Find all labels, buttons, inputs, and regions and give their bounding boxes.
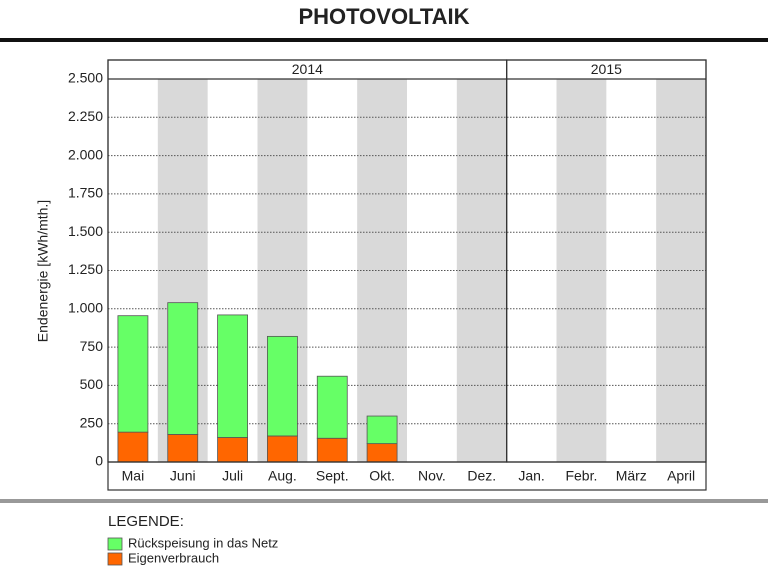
bar-segment xyxy=(316,375,348,439)
x-tick-label: Juli xyxy=(222,468,243,484)
x-tick-label: Febr. xyxy=(565,468,597,484)
frame xyxy=(107,59,707,491)
group-label: 2015 xyxy=(591,61,622,77)
x-tick-label: Nov. xyxy=(418,468,446,484)
bar-segment xyxy=(217,437,248,463)
x-tick-label: März xyxy=(616,468,647,484)
y-tick-label: 2.250 xyxy=(68,108,103,124)
bar-segment xyxy=(366,415,398,445)
y-tick-label: 1.000 xyxy=(68,300,103,316)
y-tick-label: 1.750 xyxy=(68,185,103,201)
y-tick-label: 1.250 xyxy=(68,261,103,277)
x-tick-label: Juni xyxy=(170,468,196,484)
chart-title: PHOTOVOLTAIK xyxy=(298,4,469,29)
bar-segment xyxy=(167,302,199,435)
x-tick-label: Okt. xyxy=(369,468,395,484)
y-tick-label: 0 xyxy=(95,453,103,469)
bar-segment xyxy=(117,431,149,463)
y-tick-label: 1.500 xyxy=(68,223,103,239)
y-tick-label: 750 xyxy=(80,338,104,354)
x-tick-label: April xyxy=(667,468,695,484)
legend-label: Eigenverbrauch xyxy=(128,550,219,565)
bar-segment xyxy=(117,315,149,433)
x-tick-label: Jan. xyxy=(518,468,544,484)
y-tick-label: 2.000 xyxy=(68,146,103,162)
bar-segment xyxy=(267,335,298,437)
y-axis-label: Endenergie [kWh/mth.] xyxy=(35,200,51,342)
x-tick-label: Aug. xyxy=(268,468,297,484)
x-tick-label: Dez. xyxy=(467,468,496,484)
y-tick-label: 500 xyxy=(80,376,104,392)
bar-segment xyxy=(267,435,298,463)
y-tick-label: 250 xyxy=(80,414,104,430)
x-tick-label: Mai xyxy=(122,468,145,484)
group-label: 2014 xyxy=(292,61,323,77)
title-rule xyxy=(0,38,768,42)
legend-title: LEGENDE: xyxy=(108,513,184,530)
x-tick-label: Sept. xyxy=(316,468,349,484)
legend-swatch xyxy=(107,552,123,566)
bar-segment xyxy=(167,434,199,463)
footer-rule xyxy=(0,499,768,503)
legend-swatch xyxy=(107,537,123,551)
legend-label: Rückspeisung in das Netz xyxy=(128,535,278,550)
bar-segment xyxy=(316,437,348,463)
bar-segment xyxy=(217,314,248,438)
column-shade xyxy=(556,79,607,462)
y-tick-label: 2.500 xyxy=(68,70,103,86)
bar-segment xyxy=(366,443,398,463)
